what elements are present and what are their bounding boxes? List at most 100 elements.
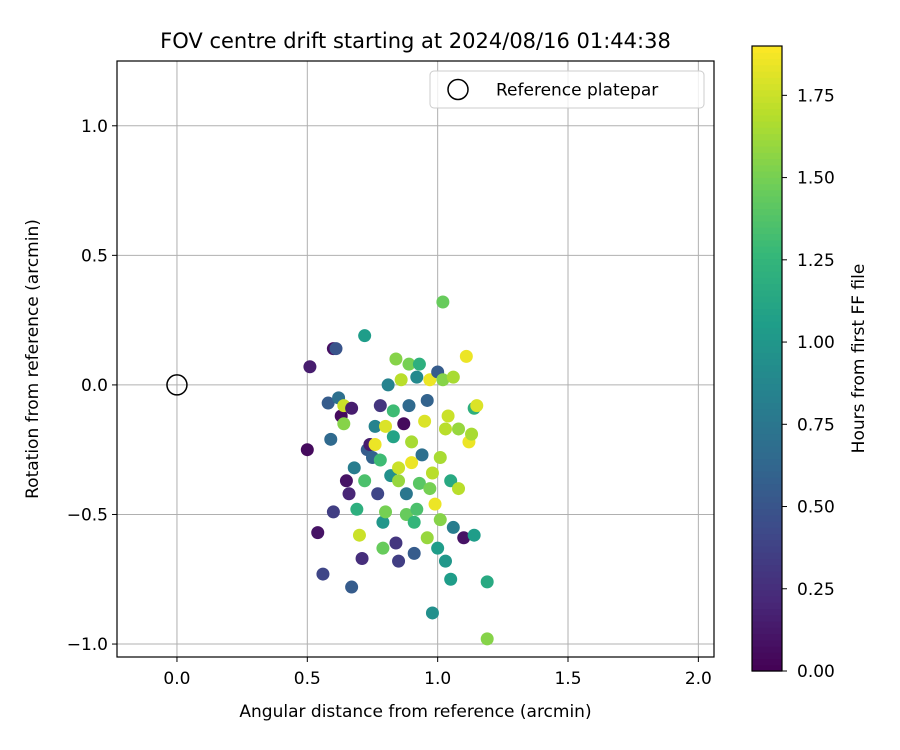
x-tick-label: 0.0 (163, 669, 190, 689)
colorbar-band (752, 139, 782, 147)
data-point (329, 342, 343, 356)
data-point (300, 443, 314, 457)
colorbar-band (752, 77, 782, 85)
data-point (433, 513, 447, 527)
colorbar-band (752, 433, 782, 441)
colorbar-band (752, 396, 782, 403)
data-point (392, 554, 406, 568)
colorbar: 0.00 0.25 0.50 0.75 1.00 1.25 1.50 1.75 Hours f… (751, 45, 869, 682)
colorbar-band (752, 508, 782, 516)
colorbar-band (752, 58, 782, 66)
colorbar-band (752, 346, 782, 353)
data-point (452, 482, 466, 496)
colorbar-band (752, 639, 782, 647)
data-point (386, 404, 400, 418)
colorbar-band (752, 308, 782, 316)
data-point (379, 505, 393, 519)
x-axis-ticks: 0.0 0.5 1.0 1.5 2.0 (163, 657, 712, 689)
colorbar-band (752, 321, 782, 328)
colorbar-band (752, 571, 782, 578)
data-point (480, 632, 494, 646)
data-point (311, 526, 325, 540)
data-point (339, 474, 353, 488)
colorbar-band (752, 621, 782, 628)
colorbar-band (752, 558, 782, 566)
data-point (428, 497, 442, 511)
reference-platepar-marker (166, 374, 188, 396)
colorbar-band (752, 352, 782, 360)
data-point (381, 378, 395, 392)
data-point (402, 357, 416, 371)
colorbar-band (752, 158, 782, 166)
colorbar-band (752, 146, 782, 153)
colorbar-tick-label: 1.00 (797, 333, 835, 353)
colorbar-band (752, 108, 782, 116)
colorbar-band (752, 446, 782, 453)
data-point (389, 536, 403, 550)
legend-box (429, 70, 705, 109)
data-point (373, 399, 387, 413)
colorbar-band (752, 83, 782, 91)
data-point (392, 461, 406, 475)
data-point (358, 329, 372, 343)
colorbar-band (752, 164, 782, 172)
data-point (402, 399, 416, 413)
colorbar-band (752, 452, 782, 460)
x-tick-label: 1.5 (554, 669, 581, 689)
data-point (425, 606, 439, 620)
data-point (425, 466, 439, 480)
colorbar-band (752, 264, 782, 272)
x-tick-label: 1.0 (424, 669, 451, 689)
y-tick-label: 1.0 (81, 117, 108, 137)
colorbar-band (752, 477, 782, 485)
colorbar-band (752, 233, 782, 241)
colorbar-band (752, 371, 782, 378)
colorbar-band (752, 189, 782, 197)
data-point (326, 505, 340, 519)
colorbar-band (752, 546, 782, 553)
data-point (457, 531, 471, 545)
data-point (446, 520, 460, 534)
data-point (436, 295, 450, 309)
colorbar-band (752, 496, 782, 503)
data-point (470, 399, 484, 413)
data-point (420, 531, 434, 545)
data-point (399, 487, 413, 501)
colorbar-band (752, 227, 782, 235)
data-point (358, 474, 372, 488)
colorbar-ticks: 0.00 0.25 0.50 0.75 1.00 1.25 1.50 1.75 (782, 86, 835, 682)
y-axis-label: Rotation from reference (arcmin) (23, 219, 43, 499)
colorbar-band (752, 596, 782, 603)
data-point (342, 487, 356, 501)
colorbar-band (752, 296, 782, 303)
colorbar-band (752, 289, 782, 297)
data-points (300, 295, 494, 646)
data-point (420, 393, 434, 407)
colorbar-band (752, 183, 782, 191)
colorbar-band (752, 277, 782, 285)
colorbar-band (752, 577, 782, 585)
grid (117, 61, 714, 657)
colorbar-tick-label: 0.75 (797, 415, 835, 435)
data-point (418, 414, 432, 428)
data-point (392, 474, 406, 488)
colorbar-band (752, 302, 782, 310)
x-tick-label: 0.5 (294, 669, 321, 689)
data-point (376, 515, 390, 529)
colorbar-band (752, 364, 782, 372)
colorbar-band (752, 52, 782, 60)
colorbar-frame (751, 45, 783, 672)
colorbar-band (752, 539, 782, 547)
colorbar-band (752, 64, 782, 72)
data-point (345, 401, 359, 415)
x-axis-label: Angular distance from reference (arcmin) (239, 702, 591, 722)
colorbar-band (752, 327, 782, 335)
chart-title: FOV centre drift starting at 2024/08/16 … (160, 29, 671, 53)
data-point (407, 515, 421, 529)
data-point (347, 461, 361, 475)
colorbar-band (752, 602, 782, 610)
colorbar-band (752, 502, 782, 510)
x-tick-label: 2.0 (685, 669, 712, 689)
colorbar-band (752, 177, 782, 185)
